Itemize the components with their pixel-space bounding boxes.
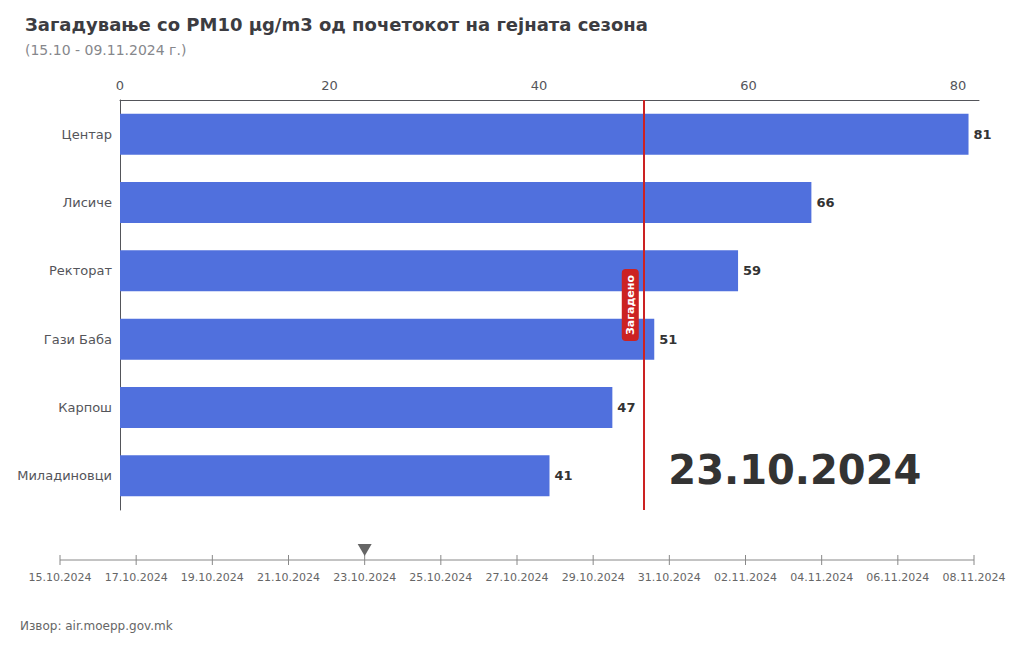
svg-text:Карпош: Карпош: [58, 400, 112, 415]
svg-text:66: 66: [816, 195, 834, 210]
svg-text:23.10.2024: 23.10.2024: [333, 571, 396, 584]
svg-text:25.10.2024: 25.10.2024: [409, 571, 472, 584]
svg-text:31.10.2024: 31.10.2024: [638, 571, 701, 584]
svg-text:08.11.2024: 08.11.2024: [943, 571, 1006, 584]
svg-text:41: 41: [555, 468, 573, 483]
svg-text:40: 40: [531, 78, 548, 93]
svg-text:51: 51: [659, 332, 677, 347]
svg-text:19.10.2024: 19.10.2024: [181, 571, 244, 584]
svg-text:Загадување со PM10 μg/m3 од по: Загадување со PM10 μg/m3 од почетокот на…: [25, 14, 648, 35]
svg-text:15.10.2024: 15.10.2024: [29, 571, 92, 584]
svg-text:17.10.2024: 17.10.2024: [105, 571, 168, 584]
svg-text:Центар: Центар: [62, 127, 112, 142]
svg-text:06.11.2024: 06.11.2024: [866, 571, 929, 584]
svg-text:81: 81: [974, 127, 992, 142]
svg-text:47: 47: [617, 400, 635, 415]
svg-text:80: 80: [950, 78, 967, 93]
svg-text:20: 20: [321, 78, 338, 93]
svg-text:Лисиче: Лисиче: [63, 195, 113, 210]
svg-text:Гази Баба: Гази Баба: [44, 332, 112, 347]
svg-text:23.10.2024: 23.10.2024: [668, 447, 921, 493]
svg-text:04.11.2024: 04.11.2024: [790, 571, 853, 584]
svg-text:29.10.2024: 29.10.2024: [562, 571, 625, 584]
svg-text:21.10.2024: 21.10.2024: [257, 571, 320, 584]
svg-text:02.11.2024: 02.11.2024: [714, 571, 777, 584]
svg-text:0: 0: [116, 78, 124, 93]
svg-text:Извор: air.moepp.gov.mk: Извор: air.moepp.gov.mk: [20, 619, 173, 633]
svg-text:60: 60: [740, 78, 757, 93]
svg-text:59: 59: [743, 263, 761, 278]
svg-text:Миладиновци: Миладиновци: [17, 468, 112, 483]
svg-text:Загадено: Загадено: [624, 275, 637, 335]
svg-text:Ректорат: Ректорат: [49, 263, 112, 278]
svg-text:27.10.2024: 27.10.2024: [486, 571, 549, 584]
svg-text:(15.10 - 09.11.2024 г.): (15.10 - 09.11.2024 г.): [25, 42, 186, 58]
